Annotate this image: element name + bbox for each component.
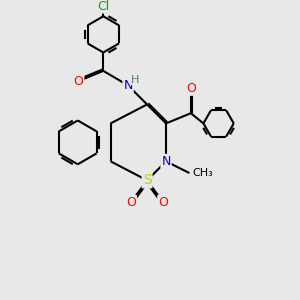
Text: S: S	[143, 173, 152, 187]
Text: O: O	[186, 82, 196, 95]
Text: H: H	[131, 75, 140, 85]
Text: O: O	[126, 196, 136, 209]
Text: CH₃: CH₃	[192, 168, 213, 178]
Text: O: O	[158, 196, 168, 209]
Text: N: N	[161, 155, 171, 168]
Text: Cl: Cl	[97, 0, 110, 13]
Text: O: O	[74, 75, 83, 88]
Text: N: N	[123, 79, 133, 92]
